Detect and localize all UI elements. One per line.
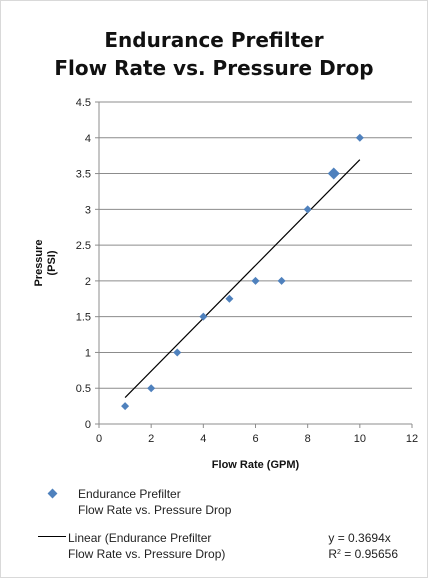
- data-point: [327, 167, 340, 180]
- x-tick-label: 10: [354, 433, 366, 445]
- equation-text: y = 0.3694x: [328, 531, 391, 545]
- x-axis-label: Flow Rate (GPM): [212, 459, 300, 471]
- trendline-equation: y = 0.3694x R2 = 0.95656: [328, 530, 398, 562]
- data-point: [303, 205, 312, 214]
- legend-diamond-marker: [47, 488, 58, 499]
- y-tick-label: 2.5: [76, 240, 91, 252]
- data-point: [251, 276, 260, 285]
- data-point: [147, 384, 156, 393]
- y-tick-label: 1: [85, 347, 91, 359]
- r-squared-text: R2 = 0.95656: [328, 547, 398, 561]
- trendline-group: [124, 159, 361, 398]
- y-tick-label: 3: [85, 204, 91, 216]
- y-axis-label-line2: (PSI): [46, 250, 58, 275]
- x-tick-label: 6: [252, 433, 258, 445]
- legend-trendline-label-line1: Linear (Endurance Prefilter: [68, 531, 212, 545]
- x-tick-label: 8: [305, 433, 311, 445]
- chart-title: Endurance Prefilter Flow Rate vs. Pressu…: [0, 26, 428, 82]
- y-tick-labels: 0 0.5 1 1.5 2 2.5 3 3.5 4 4.5: [76, 97, 91, 431]
- data-point: [121, 402, 130, 411]
- chart-title-line1: Endurance Prefilter: [104, 28, 324, 52]
- y-tick-label: 0.5: [76, 383, 91, 395]
- data-points: [121, 133, 364, 411]
- y-tick-label: 4.5: [76, 97, 91, 109]
- y-tick-label: 1.5: [76, 312, 91, 324]
- data-point: [199, 312, 208, 321]
- legend-series-label-line1: Endurance Prefilter: [78, 487, 181, 501]
- x-tick-label: 2: [148, 433, 154, 445]
- y-tick-label: 0: [85, 419, 91, 431]
- trendline: [124, 159, 361, 398]
- data-point: [355, 133, 364, 142]
- x-tick-labels: 0 2 4 6 8 10 12: [96, 433, 418, 445]
- legend-line-marker: [38, 536, 66, 537]
- x-tick-label: 12: [406, 433, 418, 445]
- chart-title-line2: Flow Rate vs. Pressure Drop: [54, 56, 374, 80]
- y-tick-label: 2: [85, 276, 91, 288]
- legend-trendline-label-line2: Flow Rate vs. Pressure Drop): [68, 547, 226, 561]
- axes: [95, 101, 413, 428]
- legend-series-label-line2: Flow Rate vs. Pressure Drop: [78, 503, 232, 517]
- data-point: [173, 348, 182, 357]
- x-tick-label: 0: [96, 433, 102, 445]
- y-tick-label: 3.5: [76, 169, 91, 181]
- legend-item-series: Endurance Prefilter Flow Rate vs. Pressu…: [38, 486, 418, 518]
- data-point: [277, 276, 286, 285]
- legend-item-trendline: Linear (Endurance Prefilter Flow Rate vs…: [38, 530, 418, 562]
- legend: Endurance Prefilter Flow Rate vs. Pressu…: [38, 486, 418, 574]
- y-tick-label: 4: [85, 133, 91, 145]
- data-point: [225, 294, 234, 303]
- y-axis-label-line1: Pressure: [33, 239, 45, 286]
- x-tick-label: 4: [200, 433, 206, 445]
